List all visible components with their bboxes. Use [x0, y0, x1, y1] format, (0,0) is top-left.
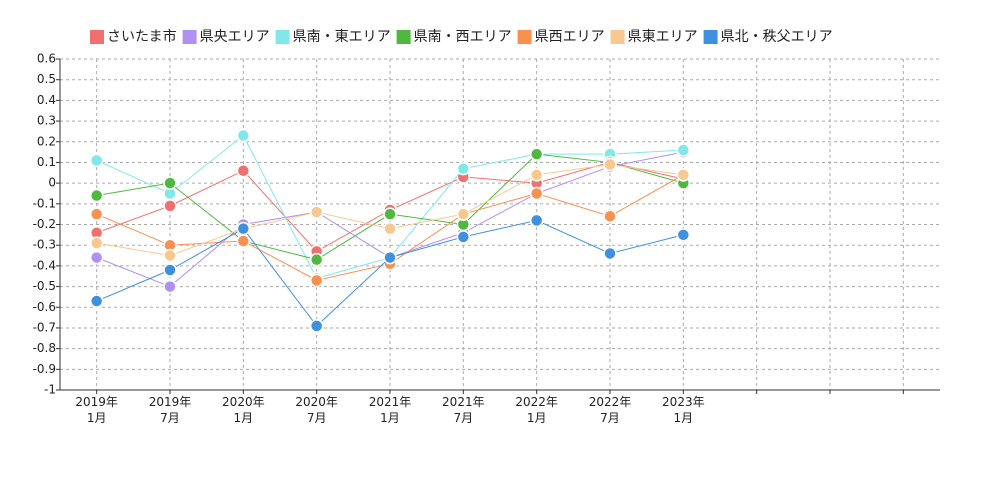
y-tick-label: -0.6 — [33, 300, 56, 314]
point — [603, 209, 617, 223]
point — [309, 319, 324, 333]
point — [456, 161, 471, 176]
point — [456, 230, 471, 244]
legend-label: さいたま市 — [107, 28, 177, 45]
legend-swatch — [182, 30, 197, 44]
legend-label: 県東エリア — [628, 29, 698, 45]
point — [89, 188, 104, 203]
point — [163, 199, 177, 213]
x-tick-label: 2023年 1月 — [662, 395, 705, 425]
y-tick-label: -0.5 — [33, 279, 56, 293]
point — [529, 186, 544, 201]
point — [603, 246, 617, 261]
point — [89, 294, 104, 308]
x-tick-label: 2021年 7月 — [442, 395, 485, 425]
point — [676, 143, 691, 157]
y-tick-label: 0.3 — [37, 114, 56, 128]
point — [236, 163, 251, 178]
point — [529, 213, 544, 228]
point — [236, 234, 251, 248]
legend-swatch — [610, 30, 625, 44]
legend-swatch — [275, 30, 290, 44]
x-tick-label: 2019年 7月 — [148, 395, 192, 425]
y-tick-label: -0.9 — [33, 362, 56, 376]
point — [89, 236, 104, 250]
point — [529, 168, 544, 182]
y-tick-label: 0.5 — [37, 72, 56, 86]
series-line — [96, 219, 684, 327]
point — [309, 252, 324, 267]
y-tick-label: 0.1 — [37, 155, 56, 169]
y-tick-label: -0.1 — [33, 196, 56, 210]
point — [89, 207, 104, 221]
x-tick-label: 2019年 1月 — [75, 395, 118, 425]
legend-label: 県南・西エリア — [414, 29, 512, 45]
y-tick-label: 0.2 — [37, 134, 56, 148]
point — [163, 248, 177, 263]
point — [89, 153, 104, 168]
legend-swatch — [703, 30, 718, 44]
legend-swatch — [90, 30, 104, 44]
x-tick-label: 2021年 1月 — [368, 395, 412, 425]
legend-swatch — [396, 30, 411, 44]
point — [236, 128, 251, 143]
y-tick-label: -0.3 — [33, 238, 56, 252]
point — [383, 221, 397, 236]
point — [236, 221, 251, 236]
point — [89, 250, 104, 265]
y-tick-label: 0.4 — [37, 93, 56, 107]
x-tick-label: 2020年 7月 — [295, 395, 338, 425]
x-tick-label: 2020年 1月 — [222, 395, 265, 425]
y-tick-label: -1 — [44, 383, 56, 397]
point — [603, 157, 617, 172]
point — [676, 168, 691, 182]
x-tick-label: 2022年 7月 — [588, 395, 632, 425]
point — [163, 279, 177, 294]
y-tick-label: -0.4 — [33, 258, 56, 272]
point — [383, 207, 397, 221]
point — [309, 205, 324, 219]
point — [676, 228, 691, 242]
y-tick-label: -0.2 — [33, 217, 56, 231]
point — [163, 176, 177, 190]
legend-label: 県北・秩父エリア — [721, 29, 833, 45]
point — [456, 207, 471, 221]
grid — [60, 58, 940, 391]
legend-label: 県西エリア — [535, 29, 605, 45]
y-tick-label: 0.6 — [37, 52, 56, 66]
point — [529, 147, 544, 161]
point — [383, 250, 397, 265]
x-tick-label: 2022年 1月 — [515, 395, 558, 425]
point — [163, 263, 177, 277]
y-tick-label: -0.7 — [33, 320, 56, 334]
point — [309, 273, 324, 288]
y-tick-label: 0 — [48, 176, 56, 190]
legend-label: 県南・東エリア — [293, 29, 391, 45]
legend-label: 県央エリア — [200, 29, 270, 45]
y-tick-label: -0.8 — [33, 341, 56, 355]
legend-swatch — [517, 30, 532, 44]
